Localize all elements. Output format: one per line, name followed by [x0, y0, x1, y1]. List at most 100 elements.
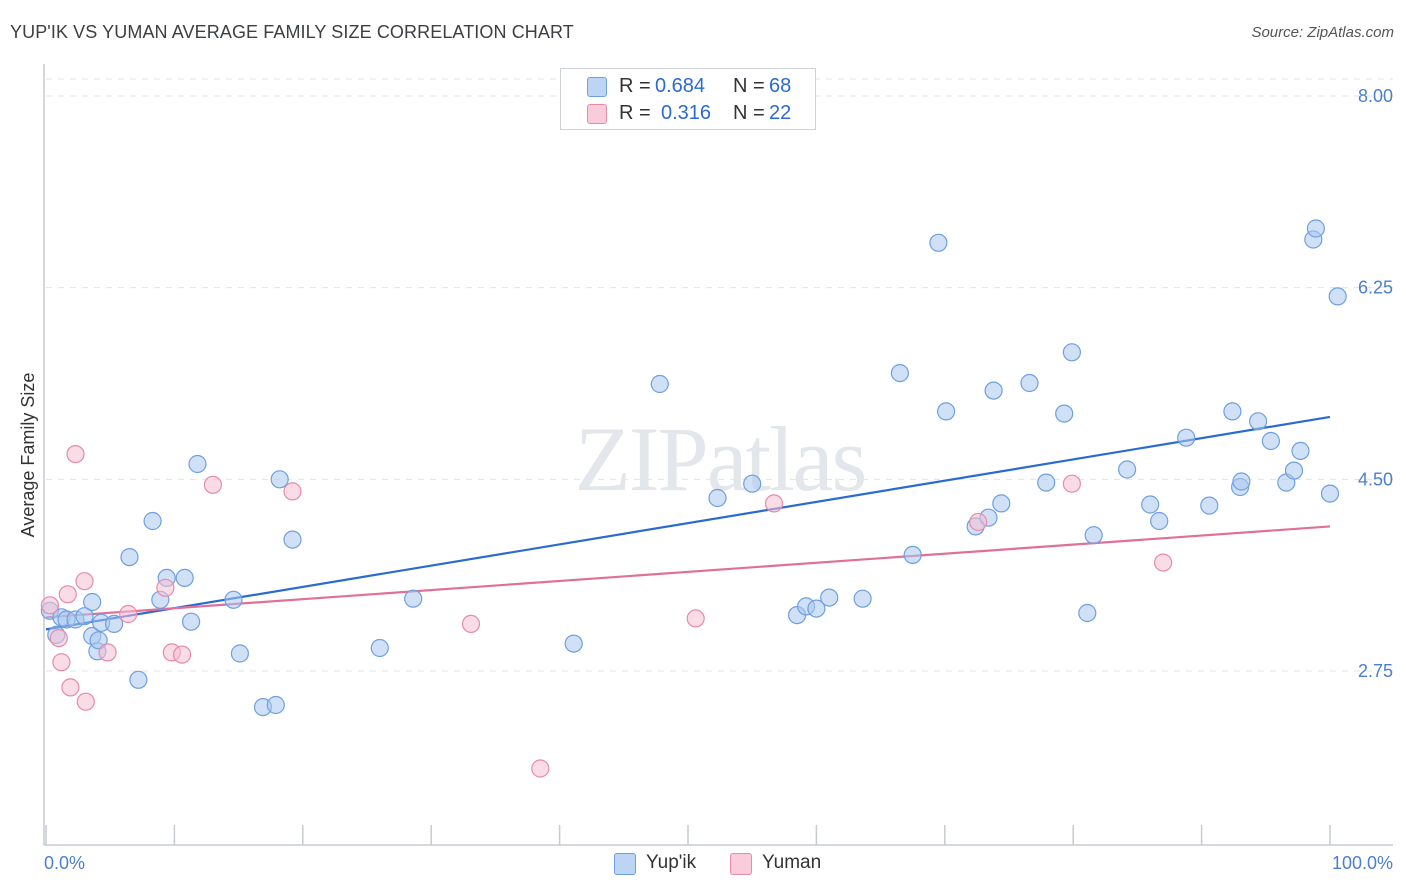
chart-title: YUP'IK VS YUMAN AVERAGE FAMILY SIZE CORR…	[10, 22, 574, 42]
axes	[43, 64, 1393, 846]
legend-r-label: R =	[619, 75, 651, 97]
point-yupik	[188, 454, 207, 474]
point-yupik	[1200, 496, 1219, 515]
point-yupik	[1248, 412, 1268, 431]
legend-r-value: 0.316	[661, 102, 712, 124]
point-yuman	[173, 645, 192, 664]
point-yupik	[984, 381, 1003, 400]
point-yupik	[143, 511, 162, 531]
y-tick-label: 2.75	[1358, 661, 1393, 681]
point-yupik	[224, 590, 243, 609]
point-yuman	[66, 445, 85, 464]
legend-swatch-yuman	[587, 104, 607, 124]
y-tick-label: 6.25	[1358, 278, 1393, 298]
point-yuman	[1153, 553, 1173, 572]
point-yupik	[1150, 511, 1169, 531]
point-yupik	[929, 233, 948, 252]
point-yupik	[89, 631, 108, 650]
point-yuman	[98, 643, 117, 662]
point-yuman	[52, 653, 71, 672]
point-yuman	[283, 482, 302, 501]
point-yuman	[461, 614, 481, 634]
point-yupik	[743, 474, 762, 493]
point-yupik	[129, 670, 148, 689]
legend-swatch-yupik	[587, 77, 607, 97]
point-yupik	[890, 364, 910, 383]
bottom-legend-swatch-yuman	[730, 853, 752, 875]
point-yuman	[686, 609, 705, 628]
point-yupik	[266, 695, 285, 715]
point-yupik	[175, 568, 194, 588]
point-yuman	[203, 475, 222, 494]
point-yupik	[650, 374, 669, 394]
point-yuman	[58, 585, 77, 604]
bottom-legend-label: Yup'ik	[646, 852, 697, 873]
point-yupik	[1141, 495, 1160, 514]
point-yupik	[1320, 484, 1340, 503]
point-yupik	[936, 402, 956, 421]
x-tick-label-max: 100.0%	[1332, 853, 1393, 873]
point-yupik	[75, 607, 94, 626]
bottom-legend-swatch-yupik	[614, 853, 636, 875]
point-yupik	[1117, 460, 1137, 479]
point-yuman	[156, 578, 175, 597]
gridlines	[46, 78, 1393, 672]
point-yuman	[40, 596, 60, 615]
point-yuman	[75, 572, 94, 591]
source-label: Source: ZipAtlas.com	[1251, 24, 1394, 41]
legend-n-value: 22	[769, 102, 792, 124]
bottom-legend-label: Yuman	[762, 852, 822, 873]
point-yupik	[120, 547, 139, 567]
point-yupik	[807, 599, 826, 618]
point-yupik	[283, 530, 302, 549]
point-yuman	[76, 692, 95, 711]
correlation-legend: R = 0.684 N = 68 R = 0.316 N = 22	[560, 68, 816, 130]
point-yupik	[1223, 402, 1242, 421]
point-yupik	[370, 638, 389, 658]
tick-labels: 2.75 4.50 6.25 8.00	[1358, 86, 1393, 681]
point-yuman	[119, 604, 138, 624]
point-yupik	[1284, 461, 1304, 480]
point-yupik	[1306, 219, 1326, 238]
point-yupik	[564, 634, 583, 653]
point-yupik	[992, 494, 1011, 513]
point-yupik	[1084, 526, 1103, 545]
point-yupik	[1020, 373, 1039, 393]
legend-n-value: 68	[769, 75, 792, 97]
point-yupik	[708, 488, 727, 508]
legend-r-value: 0.684	[655, 75, 706, 97]
point-yuman	[969, 512, 988, 532]
point-yupik	[230, 644, 249, 663]
point-yupik	[270, 470, 289, 489]
trend-lines	[45, 415, 1331, 631]
y-tick-label: 8.00	[1358, 86, 1393, 106]
point-yuman	[61, 678, 80, 697]
point-yupik	[903, 545, 922, 565]
point-yupik	[182, 612, 201, 631]
point-yupik	[83, 592, 102, 612]
point-yuman	[1062, 474, 1082, 493]
legend-n-label: N =	[733, 102, 765, 124]
point-yupik	[1177, 428, 1196, 447]
legend-n-label: N =	[733, 75, 765, 97]
trend-line-yupik	[45, 415, 1331, 631]
y-axis-label: Average Family Size	[18, 373, 38, 538]
point-yuman	[764, 494, 784, 513]
point-yupik	[1232, 472, 1251, 491]
point-yupik	[104, 614, 124, 634]
point-yupik	[1261, 431, 1281, 451]
point-yuman	[49, 628, 68, 648]
trend-line-yuman	[45, 525, 1331, 619]
legend-r-label: R =	[619, 102, 651, 124]
point-yupik	[1328, 287, 1347, 306]
y-tick-label: 4.50	[1358, 469, 1393, 489]
x-tick-label-min: 0.0%	[44, 853, 85, 873]
data-points	[40, 219, 1347, 778]
point-yupik	[1037, 473, 1056, 492]
point-yupik	[404, 589, 423, 608]
point-yupik	[820, 588, 839, 607]
point-yuman	[531, 759, 550, 778]
point-yupik	[1078, 603, 1097, 623]
point-yupik	[1055, 404, 1074, 423]
